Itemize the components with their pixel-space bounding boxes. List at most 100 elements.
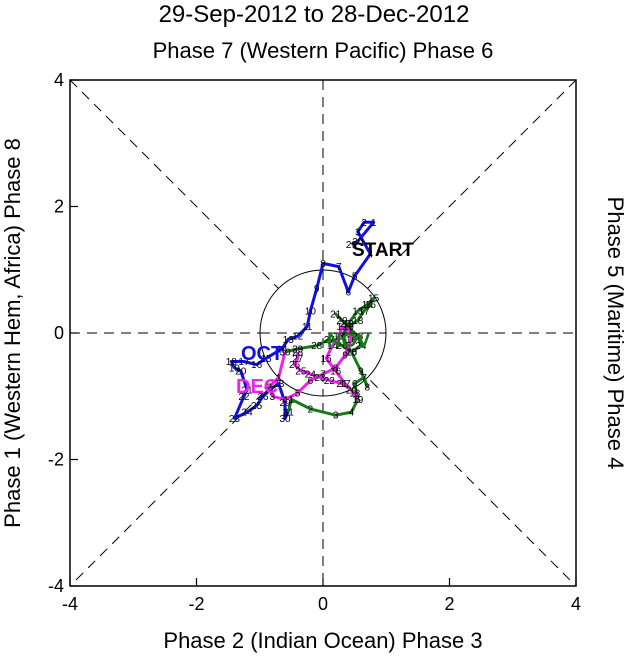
day-label: 21 <box>242 385 254 396</box>
day-label: 2 <box>266 382 272 393</box>
day-label: 2 <box>308 404 314 415</box>
day-label: 11 <box>337 332 348 343</box>
day-label: 31 <box>283 408 295 419</box>
day-label: 1 <box>289 395 295 406</box>
plot-frame <box>69 79 577 587</box>
day-label: 11 <box>302 322 313 333</box>
day-label: 8 <box>320 259 326 270</box>
day-label: 20 <box>235 366 247 377</box>
day-label: 30 <box>279 347 291 358</box>
day-label: 12 <box>336 322 348 333</box>
day-label: 3 <box>270 392 276 403</box>
day-label: 5 <box>352 272 358 283</box>
day-label: 24 <box>355 341 367 352</box>
day-label: 28 <box>273 379 285 390</box>
day-label: 28 <box>311 341 323 352</box>
y-tick-label: -2 <box>48 450 64 470</box>
day-label: 17 <box>359 306 371 317</box>
day-label: 16 <box>330 366 342 377</box>
day-label: 17 <box>238 357 250 368</box>
day-label: 22 <box>238 392 250 403</box>
day-label: 16 <box>365 300 377 311</box>
day-label: 4 <box>349 408 355 419</box>
day-label: 19 <box>343 322 355 333</box>
start-label: START <box>352 240 414 261</box>
day-label: 26 <box>336 341 348 352</box>
day-label: 30 <box>279 414 291 425</box>
day-label: 28 <box>292 347 304 358</box>
day-label: 24 <box>305 370 317 381</box>
day-label: 4 <box>282 395 288 406</box>
y-tick-label: -4 <box>48 576 64 596</box>
day-label: 27 <box>292 354 304 365</box>
day-label: 13 <box>283 335 295 346</box>
day-label: 9 <box>342 351 348 362</box>
day-label: 7 <box>361 373 367 384</box>
x-tick-label: -2 <box>188 594 204 614</box>
day-label: 14 <box>276 344 288 355</box>
trajectory: 2930123456789101112131415161718192021222… <box>226 218 380 425</box>
day-label: 21 <box>336 379 348 390</box>
day-label: 2 <box>361 218 367 229</box>
day-label: 25 <box>251 401 263 412</box>
day-label: 18 <box>226 357 238 368</box>
day-label: 9 <box>358 366 364 377</box>
day-label: 4 <box>368 249 374 260</box>
trajectory-line-sep <box>350 239 359 246</box>
day-label: 15 <box>261 354 273 365</box>
day-label: 11 <box>343 325 354 336</box>
day-label: 26 <box>289 360 301 371</box>
day-label: 10 <box>346 347 358 358</box>
trajectory-line-dec <box>267 325 360 401</box>
day-label: 6 <box>308 376 314 387</box>
day-label: 1 <box>276 373 282 384</box>
day-label: 14 <box>327 341 339 352</box>
x-tick-label: -4 <box>62 594 78 614</box>
month-label-nov: NOV <box>327 330 371 352</box>
axis-label-right: Phase 5 (Maritime) Phase 4 <box>603 197 628 470</box>
day-label: 19 <box>352 395 364 406</box>
day-label: 3 <box>333 411 339 422</box>
day-label: 8 <box>333 363 339 374</box>
y-tick-label: 2 <box>54 197 64 217</box>
x-tick-label: 0 <box>318 594 328 614</box>
day-label: 6 <box>346 287 352 298</box>
day-label: 20 <box>346 385 358 396</box>
day-label: 20 <box>336 316 348 327</box>
day-label: 6 <box>352 379 358 390</box>
chart-title: 29-Sep-2012 to 28-Dec-2012 <box>159 1 470 28</box>
day-label: 1 <box>371 218 377 229</box>
day-label: 9 <box>314 284 320 295</box>
day-label: 30 <box>352 237 364 248</box>
day-label: 3 <box>355 227 361 238</box>
day-label: 22 <box>324 376 336 387</box>
day-label: 29 <box>346 240 358 251</box>
trajectory-line-oct <box>229 220 376 420</box>
day-label: 26 <box>257 392 269 403</box>
day-label: 18 <box>352 316 364 327</box>
day-label: 13 <box>352 306 364 317</box>
day-label: 10 <box>305 306 317 317</box>
day-label: 16 <box>251 360 263 371</box>
x-tick-label: 2 <box>444 594 454 614</box>
day-label: 7 <box>336 262 342 273</box>
day-label: 17 <box>340 379 352 390</box>
day-label: 5 <box>295 389 301 400</box>
day-label: 14 <box>362 300 374 311</box>
day-label: 5 <box>355 395 361 406</box>
day-label: 19 <box>229 363 241 374</box>
month-label-oct: OCT <box>241 343 283 365</box>
y-tick-label: 4 <box>54 70 64 90</box>
day-label: 27 <box>324 335 336 346</box>
day-label: 25 <box>346 347 358 358</box>
day-label: 23 <box>314 373 326 384</box>
day-label: 15 <box>321 354 333 365</box>
day-label: 24 <box>242 408 254 419</box>
day-label: 12 <box>292 332 304 343</box>
x-tick-label: 4 <box>571 594 581 614</box>
day-label: 23 <box>352 332 364 343</box>
day-label: 15 <box>368 294 380 305</box>
axis-label-top: Phase 7 (Western Pacific) Phase 6 <box>153 38 494 63</box>
day-label: 8 <box>364 382 370 393</box>
